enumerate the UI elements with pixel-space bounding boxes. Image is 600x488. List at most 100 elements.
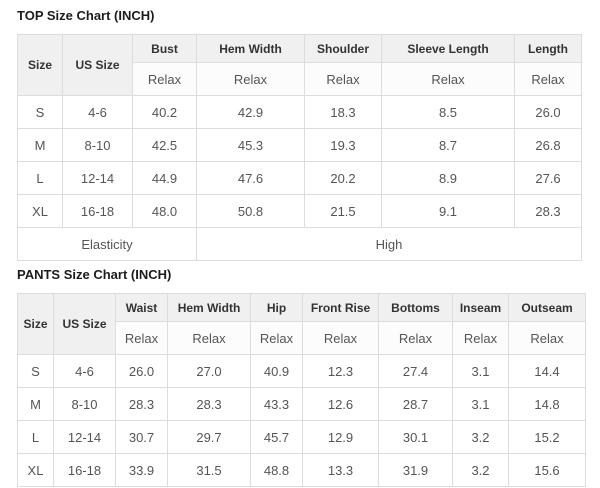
top-header-length: Length	[514, 34, 582, 63]
value-cell: 42.5	[132, 128, 197, 162]
pants-header-inseam: Inseam	[452, 293, 509, 322]
value-cell: 3.1	[452, 354, 509, 388]
relax-cell: Relax	[304, 62, 382, 96]
value-cell: 26.0	[514, 95, 582, 129]
us-size-cell: 8-10	[62, 128, 133, 162]
table-row: L 12-14 44.9 47.6 20.2 8.9 27.6	[17, 161, 582, 195]
pants-relax-row: Relax Relax Relax Relax Relax Relax Rela…	[18, 321, 586, 355]
value-cell: 42.9	[196, 95, 305, 129]
pants-header-outseam: Outseam	[508, 293, 586, 322]
value-cell: 12.3	[302, 354, 379, 388]
table-row: M 8-10 28.3 28.3 43.3 12.6 28.7 3.1 14.8	[17, 387, 586, 421]
us-size-cell: 4-6	[53, 354, 116, 388]
pants-header-bottoms: Bottoms	[378, 293, 453, 322]
us-size-cell: 12-14	[62, 161, 133, 195]
top-size-chart-title: TOP Size Chart (INCH)	[17, 8, 155, 23]
value-cell: 19.3	[304, 128, 382, 162]
value-cell: 3.2	[452, 453, 509, 487]
us-size-cell: 16-18	[62, 194, 133, 228]
pants-header-row: Size US Size Waist Hem Width Hip Front R…	[17, 293, 586, 355]
size-cell: L	[17, 161, 63, 195]
value-cell: 14.8	[508, 387, 586, 421]
us-size-cell: 4-6	[62, 95, 133, 129]
top-header-row: Size US Size Bust Hem Width Shoulder Sle…	[17, 34, 582, 96]
value-cell: 27.4	[378, 354, 453, 388]
value-cell: 13.3	[302, 453, 379, 487]
value-cell: 48.8	[250, 453, 303, 487]
top-header-sleeve-length: Sleeve Length	[381, 34, 515, 63]
top-header-size: Size	[17, 34, 63, 96]
size-cell: M	[17, 128, 63, 162]
value-cell: 31.9	[378, 453, 453, 487]
pants-header-waist: Waist	[115, 293, 168, 322]
value-cell: 30.7	[115, 420, 168, 454]
size-cell: L	[17, 420, 54, 454]
pants-header-front-rise: Front Rise	[302, 293, 379, 322]
us-size-cell: 16-18	[53, 453, 116, 487]
table-row: M 8-10 42.5 45.3 19.3 8.7 26.8	[17, 128, 582, 162]
top-header-bust: Bust	[132, 34, 197, 63]
pants-size-chart-table: Size US Size Waist Hem Width Hip Front R…	[17, 293, 586, 487]
top-relax-row: Relax Relax Relax Relax Relax	[18, 62, 582, 96]
value-cell: 40.9	[250, 354, 303, 388]
top-header-shoulder: Shoulder	[304, 34, 382, 63]
table-row: S 4-6 40.2 42.9 18.3 8.5 26.0	[17, 95, 582, 129]
value-cell: 30.1	[378, 420, 453, 454]
value-cell: 8.9	[381, 161, 515, 195]
table-row: XL 16-18 48.0 50.8 21.5 9.1 28.3	[17, 194, 582, 228]
pants-header-hem-width: Hem Width	[167, 293, 251, 322]
top-header-us-size: US Size	[62, 34, 133, 96]
pants-header-hip: Hip	[250, 293, 303, 322]
relax-cell: Relax	[378, 321, 453, 355]
value-cell: 29.7	[167, 420, 251, 454]
pants-size-chart-title: PANTS Size Chart (INCH)	[17, 267, 172, 282]
value-cell: 47.6	[196, 161, 305, 195]
size-cell: XL	[17, 194, 63, 228]
size-cell: S	[17, 95, 63, 129]
value-cell: 18.3	[304, 95, 382, 129]
relax-cell: Relax	[132, 62, 197, 96]
relax-cell: Relax	[250, 321, 303, 355]
us-size-cell: 8-10	[53, 387, 116, 421]
value-cell: 3.1	[452, 387, 509, 421]
us-size-cell: 12-14	[53, 420, 116, 454]
value-cell: 50.8	[196, 194, 305, 228]
value-cell: 28.3	[115, 387, 168, 421]
value-cell: 27.6	[514, 161, 582, 195]
value-cell: 45.3	[196, 128, 305, 162]
size-cell: S	[17, 354, 54, 388]
value-cell: 8.5	[381, 95, 515, 129]
elasticity-label: Elasticity	[17, 227, 197, 261]
elasticity-row: Elasticity High	[17, 227, 582, 261]
relax-cell: Relax	[167, 321, 251, 355]
value-cell: 45.7	[250, 420, 303, 454]
value-cell: 44.9	[132, 161, 197, 195]
table-row: S 4-6 26.0 27.0 40.9 12.3 27.4 3.1 14.4	[17, 354, 586, 388]
relax-cell: Relax	[452, 321, 509, 355]
top-size-chart-table: Size US Size Bust Hem Width Shoulder Sle…	[17, 34, 582, 261]
pants-header-size: Size	[17, 293, 54, 355]
value-cell: 43.3	[250, 387, 303, 421]
relax-cell: Relax	[381, 62, 515, 96]
value-cell: 15.2	[508, 420, 586, 454]
value-cell: 40.2	[132, 95, 197, 129]
value-cell: 12.9	[302, 420, 379, 454]
relax-cell: Relax	[115, 321, 168, 355]
relax-cell: Relax	[508, 321, 586, 355]
relax-cell: Relax	[196, 62, 305, 96]
elasticity-value: High	[196, 227, 582, 261]
relax-cell: Relax	[302, 321, 379, 355]
pants-header-us-size: US Size	[53, 293, 116, 355]
value-cell: 28.7	[378, 387, 453, 421]
table-row: XL 16-18 33.9 31.5 48.8 13.3 31.9 3.2 15…	[17, 453, 586, 487]
value-cell: 33.9	[115, 453, 168, 487]
size-cell: M	[17, 387, 54, 421]
value-cell: 9.1	[381, 194, 515, 228]
top-header-hem-width: Hem Width	[196, 34, 305, 63]
value-cell: 14.4	[508, 354, 586, 388]
value-cell: 26.8	[514, 128, 582, 162]
relax-cell: Relax	[514, 62, 582, 96]
value-cell: 8.7	[381, 128, 515, 162]
value-cell: 48.0	[132, 194, 197, 228]
